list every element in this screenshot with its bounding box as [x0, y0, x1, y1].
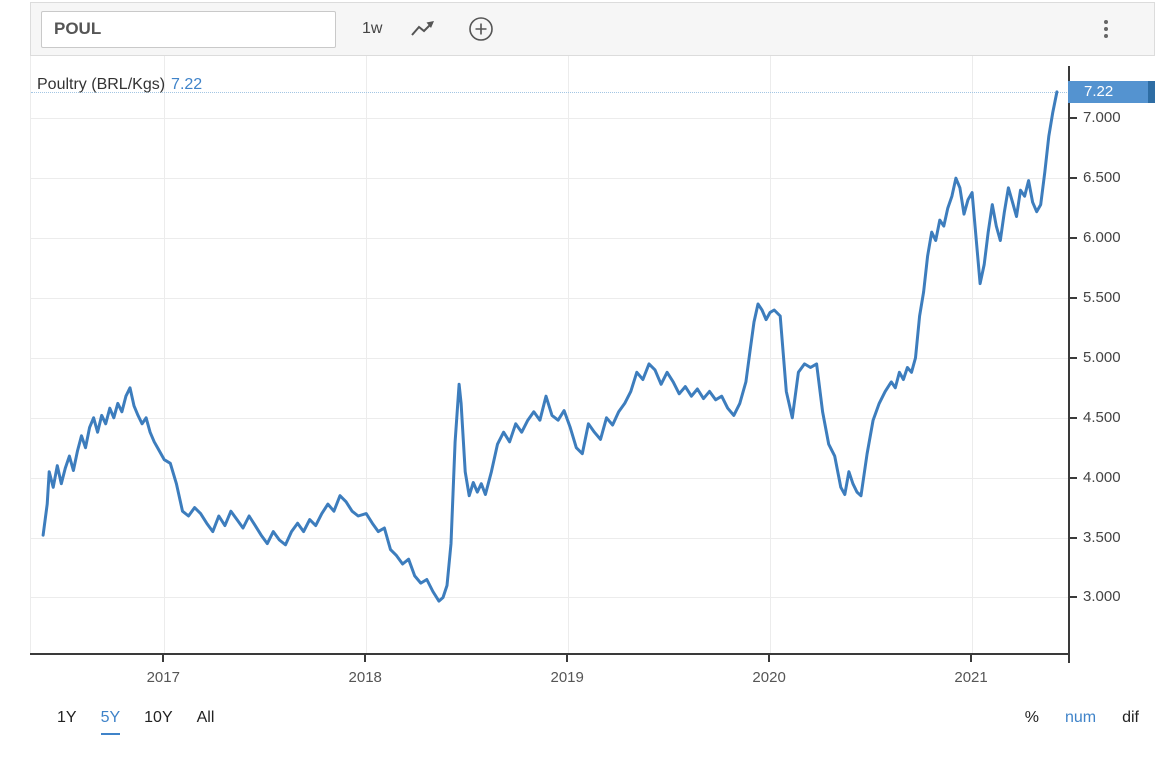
- gridline-vertical: [164, 56, 166, 655]
- gridline-horizontal: [31, 178, 1069, 180]
- compare-button[interactable]: [466, 14, 496, 44]
- y-axis-tick: [1068, 177, 1077, 180]
- plot-area[interactable]: [30, 56, 1069, 655]
- interval-button[interactable]: 1w: [362, 20, 383, 37]
- range-button-all[interactable]: All: [196, 709, 215, 726]
- x-axis: 2017 2018 2019 2020 2021: [30, 655, 1155, 695]
- y-axis-label: 4.500: [1083, 408, 1121, 426]
- y-axis-label: 7.000: [1083, 109, 1121, 127]
- y-axis-label: 6.000: [1083, 229, 1121, 247]
- gridline-vertical: [568, 56, 570, 655]
- gridline-horizontal: [31, 417, 1069, 419]
- mode-button-dif[interactable]: dif: [1122, 709, 1139, 726]
- symbol-input[interactable]: [41, 10, 336, 48]
- x-axis-label: 2021: [954, 669, 988, 686]
- y-axis-tick: [1068, 296, 1077, 299]
- gridline-vertical: [366, 56, 368, 655]
- bottom-bar: 1Y 5Y 10Y All % num dif: [30, 695, 1155, 745]
- chart-widget: 1w Poultry (BRL/Kgs) 7.22: [30, 2, 1155, 745]
- y-axis-label: 3.000: [1083, 588, 1121, 606]
- x-axis-tick: [162, 655, 165, 662]
- y-axis-tick: [1068, 596, 1077, 599]
- gridline-vertical: [770, 56, 772, 655]
- chart-title-value: 7.22: [171, 76, 203, 93]
- mode-selector: % num dif: [1025, 709, 1139, 727]
- price-line-path: [41, 90, 1059, 603]
- last-value-line: [31, 91, 1069, 93]
- menu-button[interactable]: [1100, 16, 1112, 42]
- y-axis-tick: [1068, 416, 1077, 419]
- y-axis-label: 6.500: [1083, 169, 1121, 187]
- gridline-horizontal: [31, 477, 1069, 479]
- chart-title: Poultry (BRL/Kgs) 7.22: [37, 76, 202, 94]
- y-axis-tick: [1068, 117, 1077, 120]
- last-value-badge: 7.22: [1068, 80, 1155, 103]
- range-button-10y[interactable]: 10Y: [144, 709, 173, 726]
- range-button-5y[interactable]: 5Y: [100, 709, 121, 735]
- x-axis-line: [30, 653, 1070, 655]
- y-axis-line: [1068, 66, 1070, 663]
- chart-title-text: Poultry (BRL/Kgs): [37, 76, 166, 93]
- plus-circle-icon: [469, 17, 494, 41]
- y-axis-tick: [1068, 476, 1077, 479]
- gridline-horizontal: [31, 118, 1069, 120]
- kebab-menu-icon: [1104, 20, 1108, 24]
- x-axis-label: 2018: [348, 669, 382, 686]
- x-axis-label: 2017: [146, 669, 180, 686]
- x-axis-tick: [768, 655, 771, 662]
- kebab-menu-icon: [1104, 27, 1108, 31]
- range-selector: 1Y 5Y 10Y All: [57, 709, 214, 735]
- x-axis-tick: [566, 655, 569, 662]
- toolbar: 1w: [30, 2, 1155, 56]
- kebab-menu-icon: [1104, 34, 1108, 38]
- y-axis-label: 5.000: [1083, 348, 1121, 366]
- mode-button-num[interactable]: num: [1064, 709, 1097, 726]
- x-axis-tick: [364, 655, 367, 662]
- x-axis-label: 2020: [752, 669, 786, 686]
- range-button-1y[interactable]: 1Y: [57, 709, 77, 726]
- chart-style-button[interactable]: [410, 19, 438, 39]
- y-axis-label: 4.000: [1083, 468, 1121, 486]
- price-chart: [41, 90, 1059, 603]
- chart-region: Poultry (BRL/Kgs) 7.22 7.22 3.000 3.500 4.0…: [30, 56, 1155, 663]
- y-axis-tick: [1068, 237, 1077, 240]
- gridline-horizontal: [31, 537, 1069, 539]
- gridline-vertical: [972, 56, 974, 655]
- mode-button-percent[interactable]: %: [1024, 709, 1039, 726]
- y-axis-tick: [1068, 536, 1077, 539]
- y-axis-label: 3.500: [1083, 528, 1121, 546]
- y-axis-label: 5.500: [1083, 288, 1121, 306]
- gridline-horizontal: [31, 597, 1069, 599]
- gridline-horizontal: [31, 238, 1069, 240]
- gridline-horizontal: [31, 357, 1069, 359]
- y-axis-tick: [1068, 356, 1077, 359]
- gridline-horizontal: [31, 297, 1069, 299]
- line-chart-icon: [411, 21, 435, 36]
- x-axis-tick: [970, 655, 973, 662]
- x-axis-label: 2019: [550, 669, 584, 686]
